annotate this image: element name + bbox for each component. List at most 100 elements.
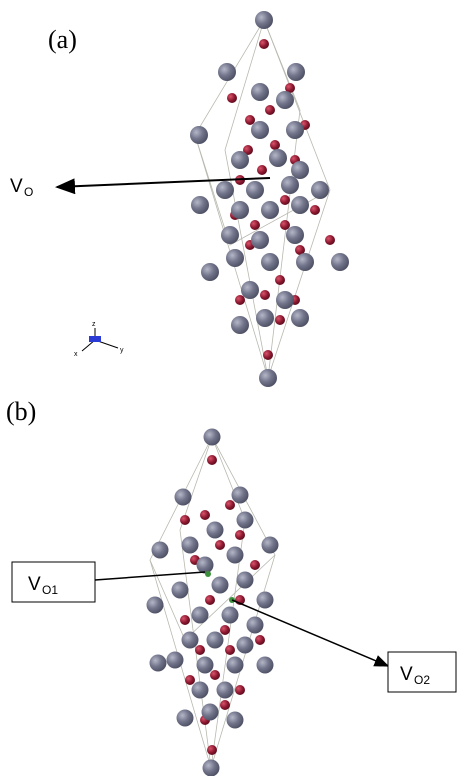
metal-atom	[226, 249, 244, 267]
oxygen-atom	[180, 515, 190, 525]
metal-atom	[216, 681, 234, 699]
oxygen-atom	[207, 745, 217, 755]
metal-atom	[196, 656, 214, 674]
oxygen-atom	[227, 93, 237, 103]
metal-atom	[269, 149, 287, 167]
vacancy-label: V	[28, 574, 41, 595]
pointer-line	[94, 571, 206, 581]
oxygen-atom	[250, 560, 260, 570]
metal-atom	[286, 226, 304, 244]
oxygen-atom	[207, 455, 217, 465]
metal-atom	[166, 651, 184, 669]
oxygen-atom	[210, 670, 220, 680]
metal-atom	[226, 656, 244, 674]
metal-atom	[226, 711, 244, 729]
metal-atom	[251, 231, 269, 249]
oxygen-atom	[250, 220, 260, 230]
oxygen-atom	[275, 315, 285, 325]
metal-atom	[151, 541, 169, 559]
metal-atom	[236, 571, 254, 589]
arrow	[55, 177, 271, 195]
metal-atom	[201, 703, 219, 721]
metal-atom	[191, 196, 209, 214]
oxygen-atom	[260, 290, 270, 300]
metal-atom	[255, 11, 273, 29]
metal-atom	[256, 591, 274, 609]
metal-atom	[259, 369, 277, 387]
vacancy-site	[205, 571, 211, 577]
metal-atom	[231, 151, 249, 169]
metal-atom	[226, 546, 244, 564]
metal-atom	[221, 606, 239, 624]
oxygen-atom	[185, 675, 195, 685]
metal-atom	[231, 316, 249, 334]
metal-atom	[216, 181, 234, 199]
metal-atom	[246, 181, 264, 199]
axis-label: x	[74, 351, 78, 358]
oxygen-atom	[180, 615, 190, 625]
oxygen-atom	[243, 145, 253, 155]
metal-atom	[181, 536, 199, 554]
metal-atom	[211, 576, 229, 594]
axis-label: z	[92, 321, 96, 328]
panel-label: (b)	[6, 397, 36, 426]
metal-atom	[196, 556, 214, 574]
metal-atom	[311, 181, 329, 199]
oxygen-atom	[235, 530, 245, 540]
oxygen-atom	[280, 220, 290, 230]
metal-atom	[171, 581, 189, 599]
vacancy-label: V	[400, 664, 413, 685]
metal-atom	[261, 201, 279, 219]
oxygen-atom	[270, 140, 280, 150]
metal-atom	[276, 91, 294, 109]
metal-atom	[331, 253, 349, 271]
metal-atom	[236, 636, 254, 654]
metal-atom	[202, 759, 220, 776]
metal-atom	[206, 521, 224, 539]
axes-icon: z y x	[74, 321, 124, 358]
metal-atom	[231, 486, 249, 504]
metal-atom	[256, 656, 274, 674]
metal-atom	[221, 226, 239, 244]
oxygen-atom	[255, 635, 265, 645]
oxygen-atom	[225, 645, 235, 655]
atoms-a	[190, 11, 349, 387]
metal-atom	[256, 309, 274, 327]
oxygen-atom	[263, 350, 273, 360]
oxygen-atom	[220, 700, 230, 710]
label-box	[11, 561, 96, 603]
oxygen-atom	[225, 500, 235, 510]
metal-atom	[251, 121, 269, 139]
oxygen-atom	[295, 245, 305, 255]
metal-atom	[291, 309, 309, 327]
arrow	[231, 599, 390, 667]
metal-atom	[181, 631, 199, 649]
oxygen-atom	[265, 105, 275, 115]
vacancy-label: V	[10, 176, 23, 197]
metal-atom	[296, 253, 314, 271]
metal-atom	[203, 428, 221, 446]
oxygen-atom	[205, 595, 215, 605]
metal-atom	[287, 63, 305, 81]
oxygen-atom	[310, 205, 320, 215]
oxygen-atom	[220, 625, 230, 635]
oxygen-atom	[200, 510, 210, 520]
metal-atom	[231, 201, 249, 219]
vacancy-subscript: O	[24, 185, 33, 199]
metal-atom	[218, 63, 236, 81]
oxygen-atom	[285, 83, 295, 93]
metal-atom	[236, 511, 254, 529]
metal-atom	[251, 83, 269, 101]
atoms-b	[146, 428, 279, 776]
metal-atom	[190, 126, 208, 144]
metal-atom	[146, 596, 164, 614]
metal-atom	[176, 709, 194, 727]
oxygen-atom	[235, 295, 245, 305]
axis-label: y	[120, 347, 124, 354]
metal-atom	[281, 176, 299, 194]
oxygen-atom	[325, 235, 335, 245]
oxygen-atom	[275, 275, 285, 285]
metal-atom	[191, 606, 209, 624]
oxygen-atom	[280, 195, 290, 205]
